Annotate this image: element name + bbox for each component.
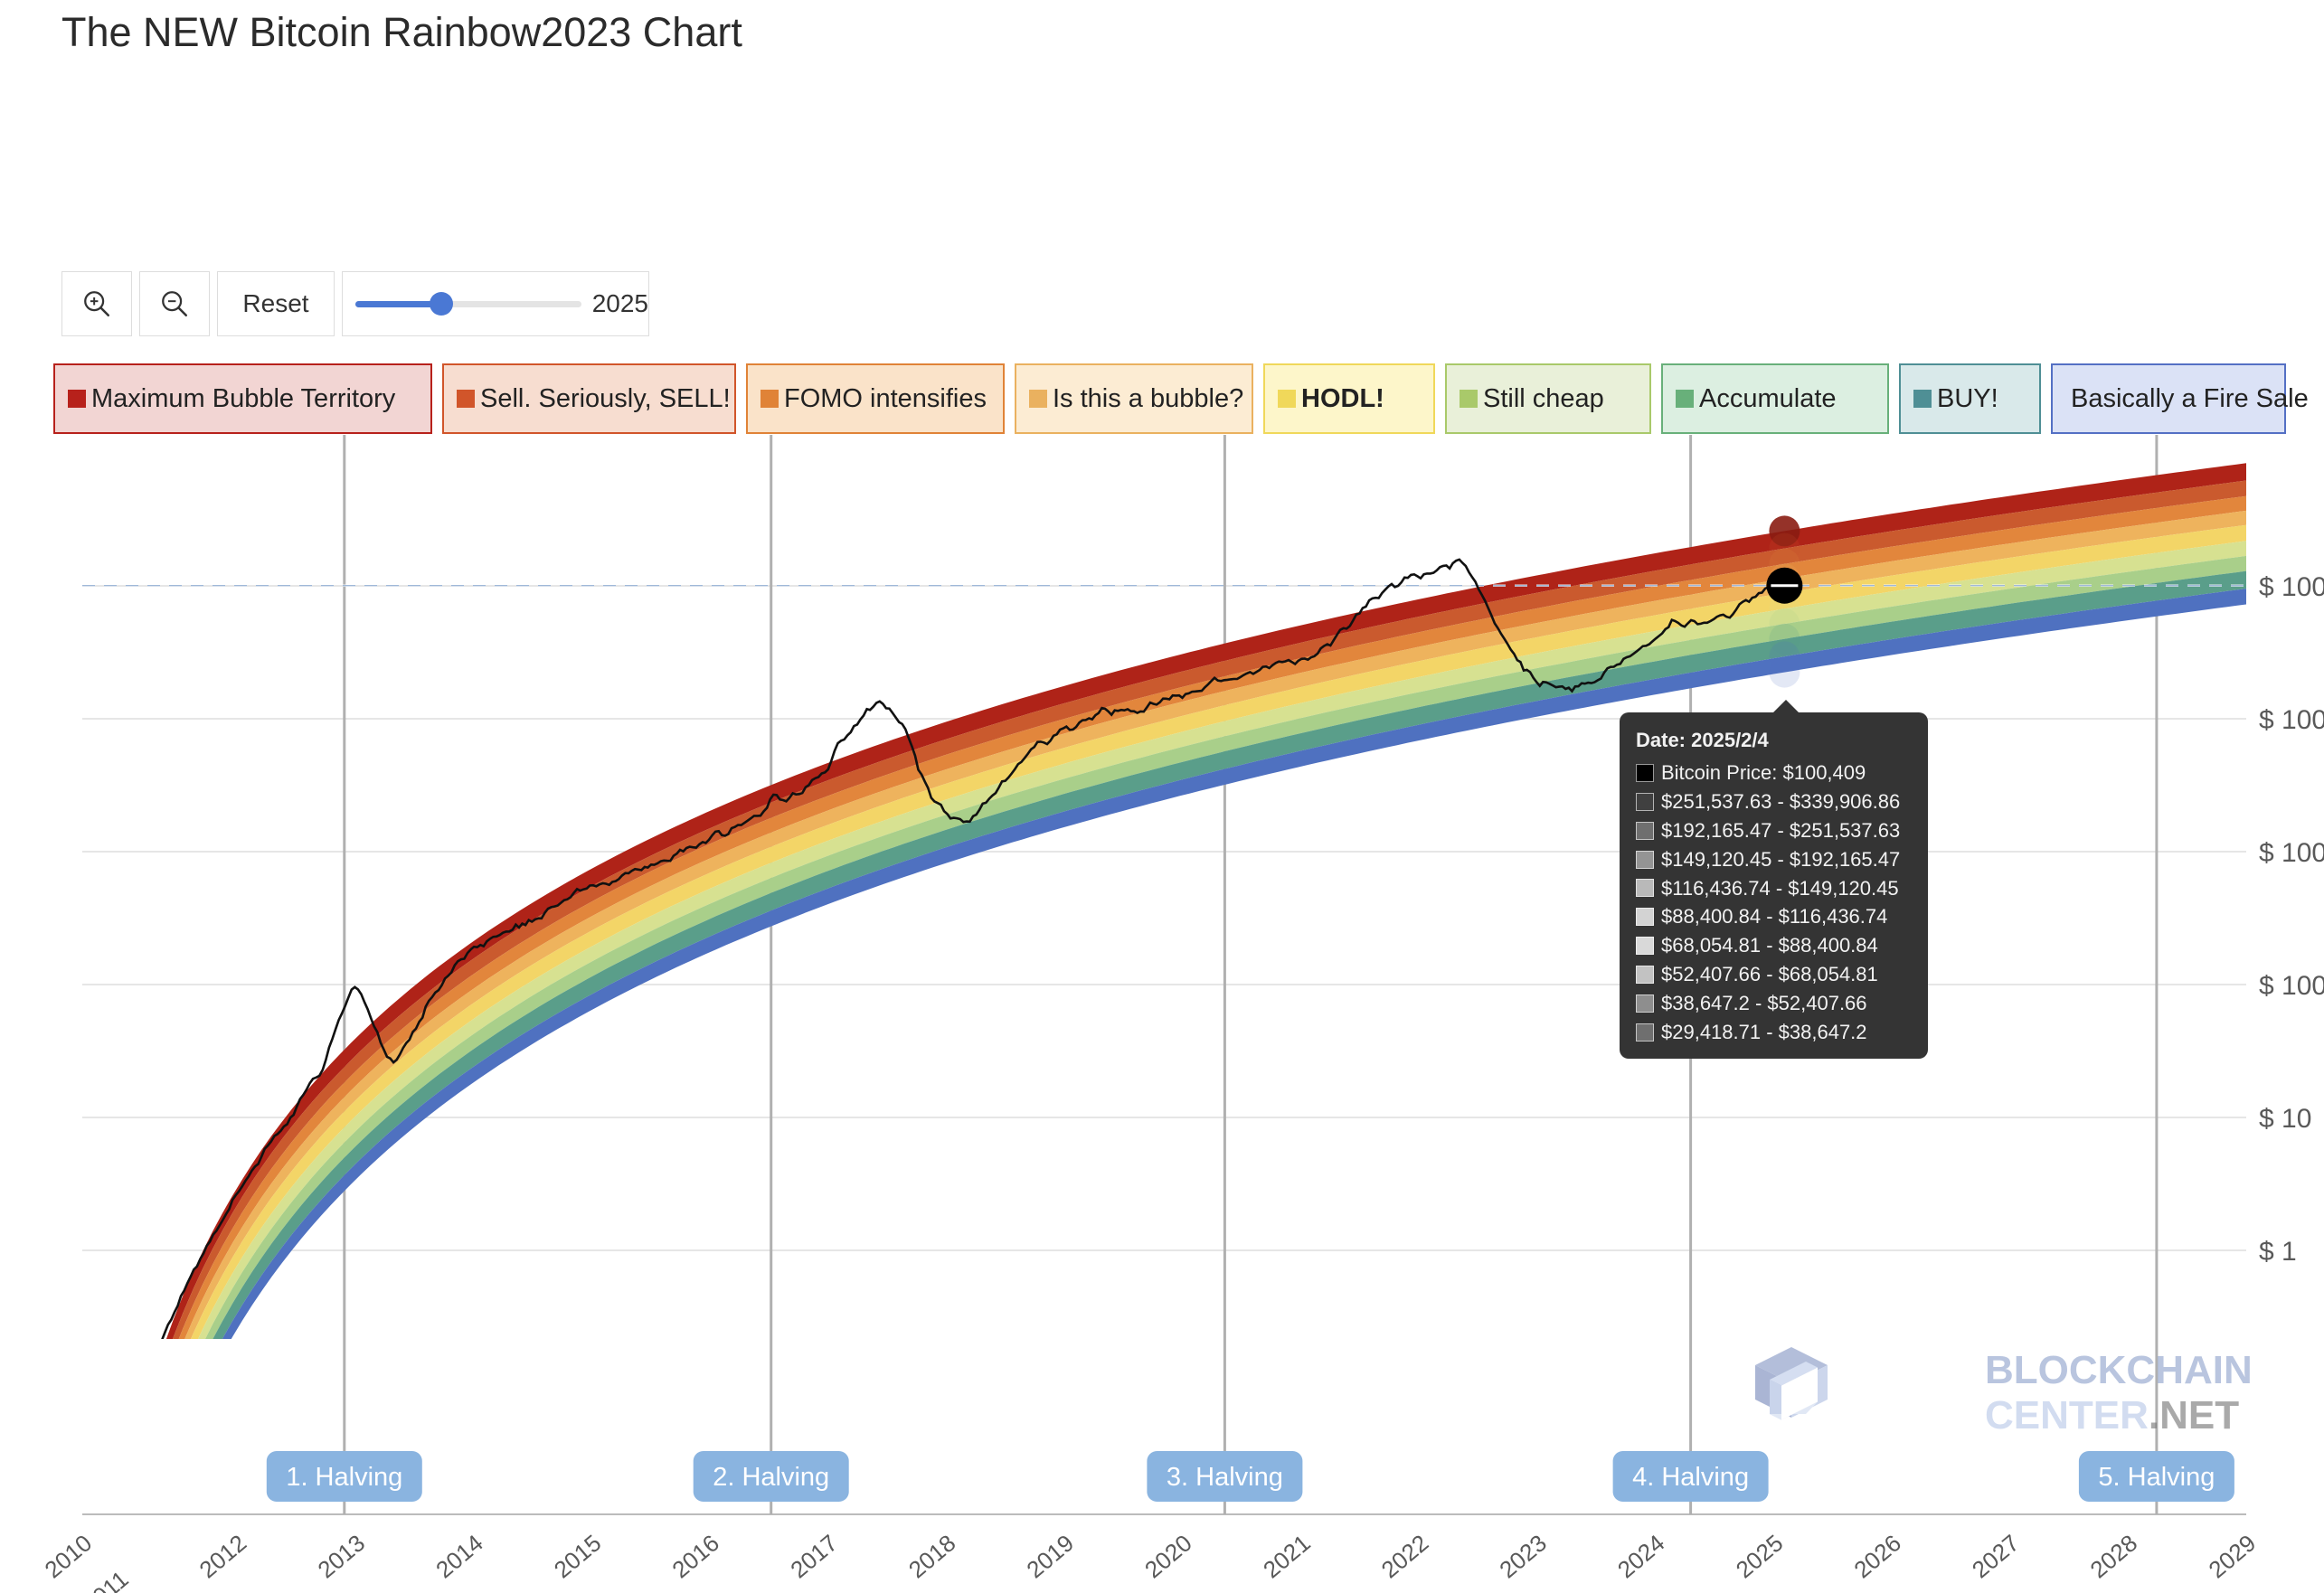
svg-text:4. Halving: 4. Halving (1632, 1463, 1749, 1492)
svg-text:2014: 2014 (430, 1529, 488, 1583)
svg-text:2011: 2011 (77, 1565, 133, 1593)
svg-text:2022: 2022 (1376, 1529, 1434, 1583)
svg-text:2019: 2019 (1022, 1529, 1080, 1583)
svg-text:$ 1: $ 1 (2259, 1237, 2297, 1267)
svg-text:2017: 2017 (785, 1529, 843, 1583)
svg-text:$ 10: $ 10 (2259, 1104, 2311, 1134)
svg-text:2. Halving: 2. Halving (713, 1463, 829, 1492)
svg-text:2021: 2021 (1258, 1529, 1316, 1583)
svg-text:2018: 2018 (903, 1529, 961, 1583)
svg-text:2016: 2016 (666, 1529, 724, 1583)
svg-text:CENTER.NET: CENTER.NET (1985, 1393, 2239, 1437)
svg-text:2012: 2012 (194, 1529, 252, 1583)
svg-text:2026: 2026 (1848, 1529, 1906, 1583)
svg-text:2013: 2013 (313, 1529, 371, 1583)
svg-text:2023: 2023 (1494, 1529, 1552, 1583)
svg-text:2028: 2028 (2085, 1529, 2143, 1583)
svg-text:5. Halving: 5. Halving (2098, 1463, 2215, 1492)
svg-text:3. Halving: 3. Halving (1167, 1463, 1283, 1492)
svg-text:2015: 2015 (549, 1529, 607, 1583)
svg-text:2025: 2025 (1731, 1529, 1789, 1583)
svg-text:$ 1000: $ 1000 (2259, 838, 2324, 868)
svg-text:BLOCKCHAIN: BLOCKCHAIN (1985, 1348, 2253, 1392)
svg-text:2010: 2010 (40, 1529, 98, 1583)
svg-text:$ 100: $ 100 (2259, 971, 2324, 1001)
svg-text:$ 100000: $ 100000 (2259, 572, 2324, 602)
svg-text:$ 10000: $ 10000 (2259, 705, 2324, 735)
svg-text:2029: 2029 (2204, 1529, 2262, 1583)
svg-text:2024: 2024 (1612, 1529, 1670, 1583)
svg-text:2020: 2020 (1139, 1529, 1197, 1583)
svg-text:2027: 2027 (1967, 1529, 2025, 1583)
svg-text:1. Halving: 1. Halving (286, 1463, 402, 1492)
